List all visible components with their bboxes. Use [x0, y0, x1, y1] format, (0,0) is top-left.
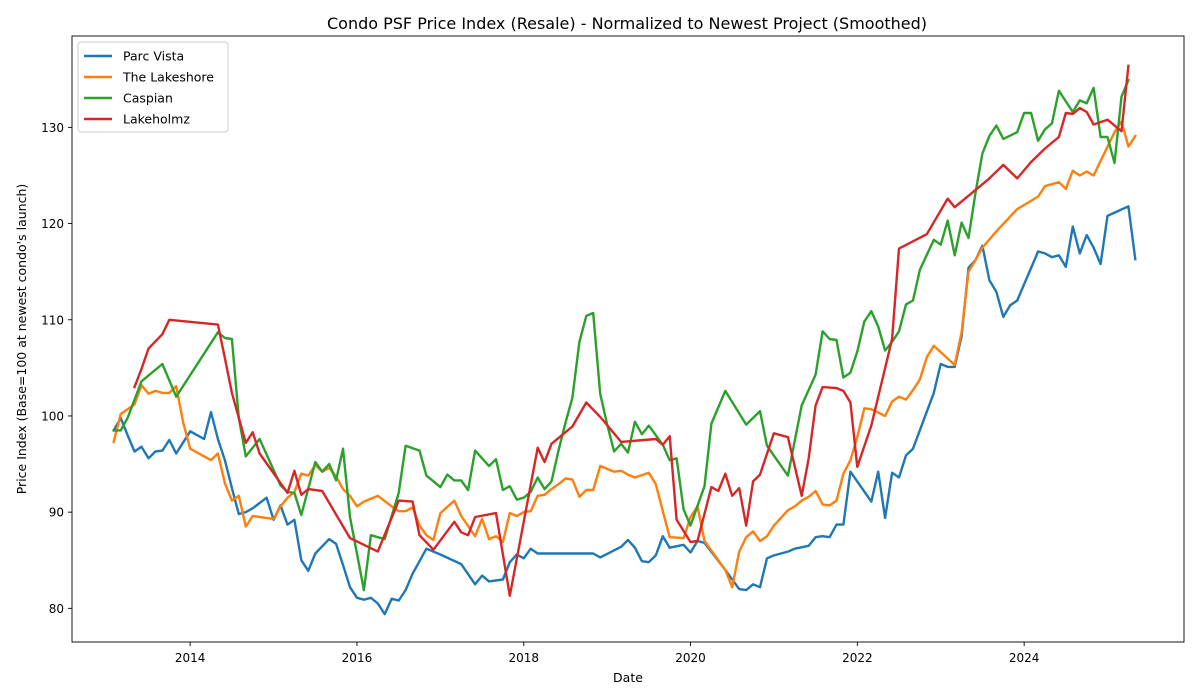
series-line-0 — [112, 205, 1137, 616]
y-tick-label: 110 — [41, 313, 64, 327]
x-tick-label: 2024 — [1009, 651, 1040, 665]
y-tick-label: 90 — [49, 506, 64, 520]
y-axis-label: Price Index (Base=100 at newest condo's … — [14, 184, 29, 495]
y-tick-label: 130 — [41, 121, 64, 135]
plot-area — [112, 64, 1137, 616]
x-tick-label: 2014 — [175, 651, 206, 665]
x-axis-ticks: 2014 2016 2018 2020 2022 2024 — [175, 642, 1040, 665]
x-tick-label: 2016 — [342, 651, 373, 665]
y-axis-ticks: 80 90 100 110 120 130 — [41, 121, 72, 616]
legend-label: The Lakeshore — [122, 70, 214, 85]
legend: Parc Vista The Lakeshore Caspian Lakeholmz — [77, 41, 229, 133]
legend-box — [77, 41, 229, 133]
x-tick-label: 2022 — [842, 651, 873, 665]
legend-label: Lakeholmz — [123, 112, 190, 127]
x-axis-label: Date — [613, 670, 643, 685]
series-line-3 — [132, 64, 1130, 597]
x-tick-label: 2018 — [508, 651, 539, 665]
y-tick-label: 80 — [49, 602, 64, 616]
series-line-2 — [112, 78, 1130, 592]
y-tick-label: 120 — [41, 217, 64, 231]
x-tick-label: 2020 — [675, 651, 706, 665]
axes-frame — [71, 35, 1185, 643]
series-line-1 — [112, 120, 1137, 589]
legend-label: Parc Vista — [123, 49, 184, 64]
y-tick-label: 100 — [41, 409, 64, 423]
chart-title: Condo PSF Price Index (Resale) - Normali… — [327, 14, 927, 33]
legend-label: Caspian — [123, 91, 173, 106]
